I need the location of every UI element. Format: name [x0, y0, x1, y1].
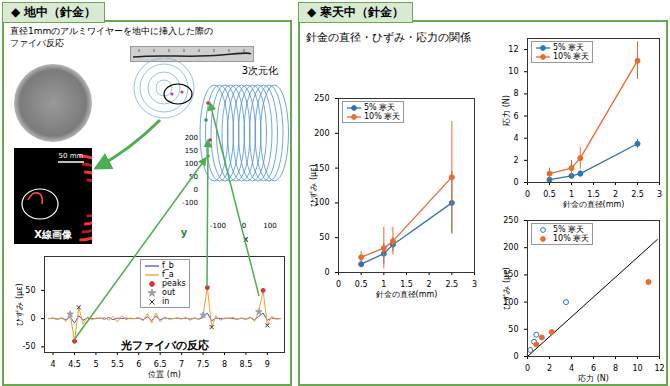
- svg-text:光ファイバの反応: 光ファイバの反応: [120, 339, 210, 352]
- svg-text:10: 10: [632, 364, 642, 373]
- svg-text:200: 200: [503, 243, 518, 252]
- svg-text:50: 50: [189, 173, 198, 181]
- svg-text:1.5: 1.5: [587, 190, 600, 199]
- svg-text:250: 250: [314, 94, 329, 103]
- svg-text:150: 150: [314, 163, 330, 173]
- svg-text:応力 (N): 応力 (N): [502, 95, 511, 126]
- svg-text:1: 1: [381, 280, 386, 289]
- svg-text:50 mm: 50 mm: [59, 152, 84, 160]
- svg-text:2: 2: [547, 364, 552, 373]
- svg-text:-100: -100: [210, 222, 226, 230]
- svg-text:0: 0: [194, 186, 198, 194]
- html-text:in: in: [162, 297, 170, 306]
- svg-text:0: 0: [30, 314, 35, 323]
- svg-text:6: 6: [513, 112, 518, 121]
- html-text:f_a: f_a: [162, 270, 174, 279]
- svg-text:8: 8: [222, 360, 227, 369]
- svg-text:0.5: 0.5: [543, 190, 556, 199]
- svg-text:ひずみ (με): ひずみ (με): [15, 283, 24, 325]
- html-text:直径1mmのアルミワイヤーを地中に挿入した際の: 直径1mmのアルミワイヤーを地中に挿入した際の: [10, 26, 214, 36]
- svg-text:4: 4: [51, 360, 56, 369]
- svg-text:0: 0: [242, 222, 246, 230]
- html-text:10% 寒天: 10% 寒天: [553, 234, 590, 243]
- svg-text:6: 6: [136, 360, 141, 369]
- svg-text:ひずみ (με): ひずみ (με): [309, 164, 318, 206]
- svg-text:針金の直径(mm): 針金の直径(mm): [376, 290, 438, 299]
- svg-text:100: 100: [263, 222, 276, 230]
- svg-text:2: 2: [613, 190, 618, 199]
- svg-text:-50: -50: [22, 342, 35, 351]
- svg-text:2.5: 2.5: [445, 280, 458, 289]
- svg-text:7.5: 7.5: [197, 360, 210, 369]
- html-text:peaks: peaks: [162, 279, 186, 288]
- svg-text:0: 0: [336, 280, 341, 289]
- svg-text:4: 4: [569, 364, 574, 373]
- svg-text:0: 0: [324, 268, 329, 277]
- svg-text:-100: -100: [182, 199, 198, 207]
- html-text:ファイバ反応: ファイバ反応: [10, 38, 64, 48]
- html-text:◆ 地中（針金）: ◆ 地中（針金）: [11, 5, 97, 19]
- svg-text:ひずみ (με): ひずみ (με): [502, 267, 511, 309]
- svg-text:0: 0: [513, 178, 518, 187]
- svg-text:5: 5: [93, 360, 98, 369]
- svg-text:3: 3: [657, 190, 662, 199]
- svg-text:4.5: 4.5: [68, 360, 81, 369]
- html-text:10% 寒天: 10% 寒天: [553, 52, 590, 61]
- svg-text:X線画像: X線画像: [34, 229, 73, 240]
- svg-text:0: 0: [513, 352, 518, 361]
- svg-text:8: 8: [513, 89, 518, 98]
- svg-text:12: 12: [508, 45, 518, 54]
- svg-text:5.5: 5.5: [111, 360, 124, 369]
- svg-text:2: 2: [513, 156, 518, 165]
- svg-text:12: 12: [654, 364, 664, 373]
- svg-text:1.5: 1.5: [400, 280, 413, 289]
- svg-text:8: 8: [613, 364, 618, 373]
- svg-text:0.5: 0.5: [355, 280, 368, 289]
- svg-text:1: 1: [569, 190, 574, 199]
- svg-text:6.5: 6.5: [154, 360, 167, 369]
- svg-text:100: 100: [314, 198, 330, 208]
- svg-text:0: 0: [525, 364, 530, 373]
- html-text:5% 寒天: 5% 寒天: [364, 103, 396, 112]
- svg-text:2.5: 2.5: [631, 190, 644, 199]
- svg-text:8.5: 8.5: [240, 360, 253, 369]
- svg-text:3: 3: [472, 280, 477, 289]
- svg-text:200: 200: [185, 134, 198, 142]
- html-text:◆ 寒天中（針金）: ◆ 寒天中（針金）: [307, 5, 405, 19]
- svg-text:位置 (m): 位置 (m): [148, 370, 181, 379]
- svg-text:x: x: [243, 234, 249, 244]
- svg-text:0: 0: [525, 190, 530, 199]
- html-text:10% 寒天: 10% 寒天: [364, 112, 401, 121]
- svg-text:応力 (N): 応力 (N): [578, 374, 609, 383]
- svg-text:150: 150: [185, 147, 198, 155]
- svg-text:250: 250: [503, 216, 518, 225]
- svg-text:9: 9: [265, 360, 270, 369]
- svg-text:針金の直径(mm): 針金の直径(mm): [563, 200, 625, 209]
- svg-text:10: 10: [508, 67, 518, 76]
- html-text:5% 寒天: 5% 寒天: [553, 225, 585, 234]
- svg-text:200: 200: [314, 129, 329, 138]
- html-text:out: out: [162, 288, 176, 297]
- svg-text:7: 7: [179, 360, 184, 369]
- svg-text:y: y: [181, 227, 188, 238]
- svg-text:100: 100: [185, 160, 198, 168]
- svg-text:6: 6: [591, 364, 596, 373]
- svg-text:4: 4: [513, 134, 518, 143]
- html-text:5% 寒天: 5% 寒天: [553, 43, 585, 52]
- svg-text:2: 2: [427, 280, 432, 289]
- svg-text:3次元化: 3次元化: [242, 65, 278, 76]
- svg-text:50: 50: [319, 233, 329, 242]
- svg-text:50: 50: [25, 286, 35, 295]
- svg-text:50: 50: [508, 325, 518, 334]
- html-text:針金の直径・ひずみ・応力の関係: 針金の直径・ひずみ・応力の関係: [306, 31, 471, 44]
- html-text:f_b: f_b: [162, 261, 174, 270]
